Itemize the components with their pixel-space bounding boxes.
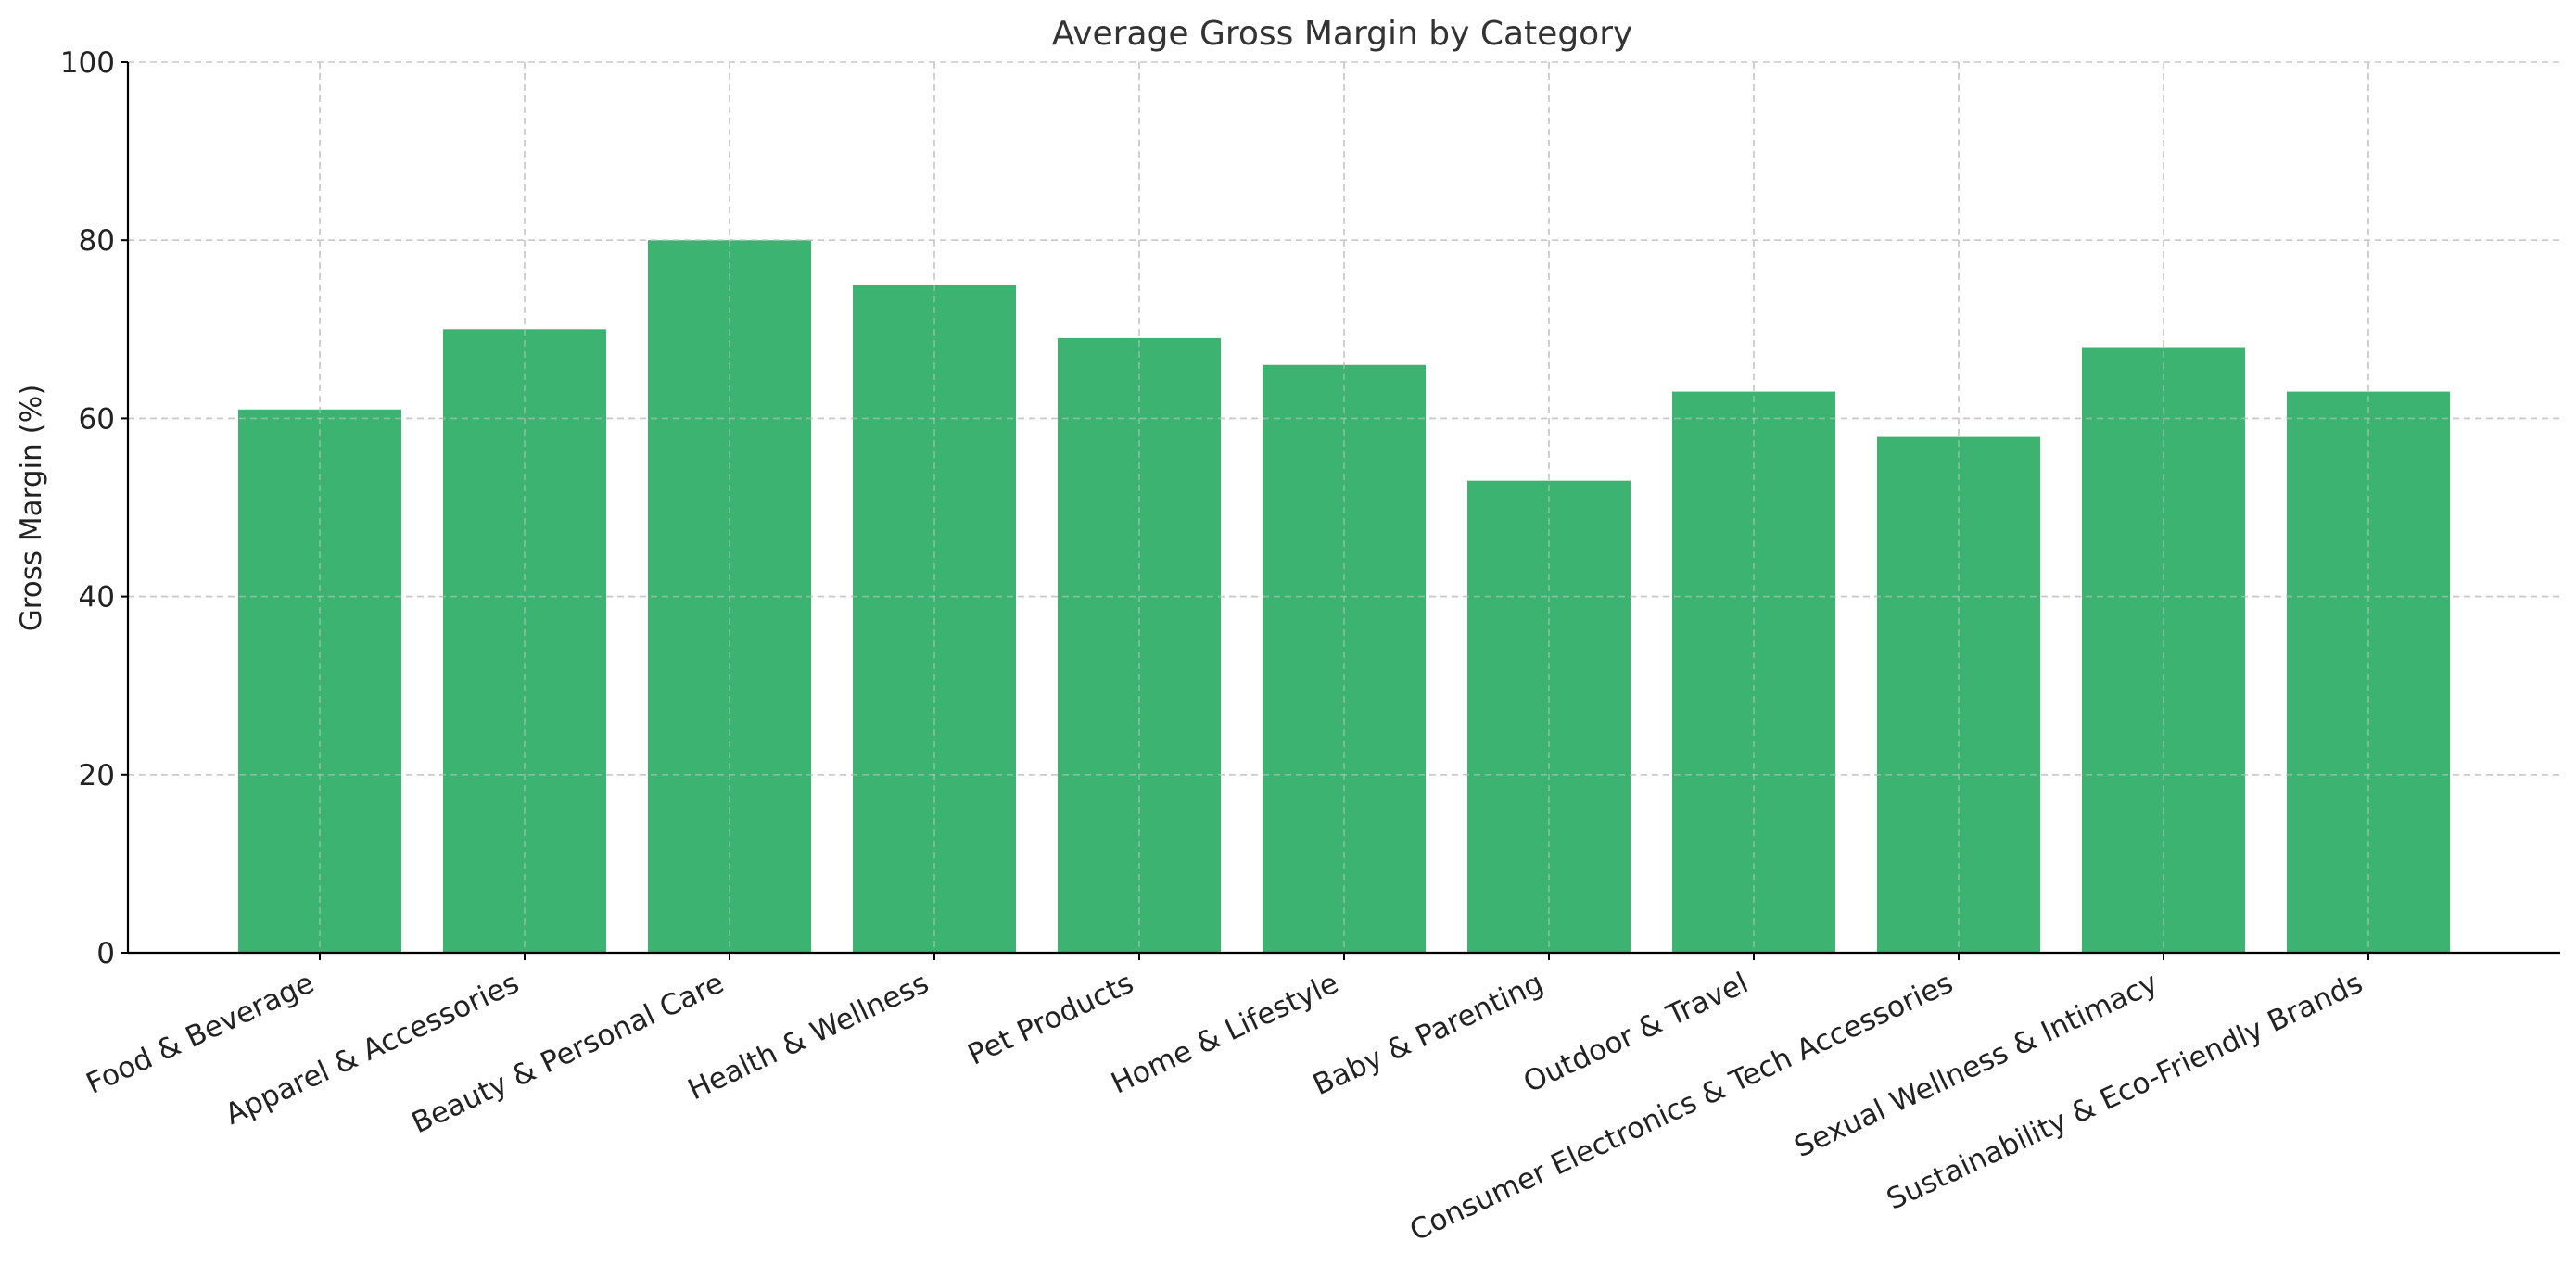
x-tick-label: Home & Lifestyle (1106, 967, 1343, 1101)
y-tick-labels: 0 20 40 60 80 100 (60, 46, 128, 970)
y-tick-label: 20 (79, 759, 115, 792)
chart-title: Average Gross Margin by Category (1052, 15, 1633, 53)
y-tick-label: 0 (96, 937, 115, 970)
y-tick-label: 40 (79, 581, 115, 614)
y-axis-label: Gross Margin (%) (15, 385, 48, 632)
x-tick-label: Pet Products (963, 967, 1139, 1072)
y-tick-label: 100 (60, 46, 115, 80)
bar (2082, 347, 2245, 953)
y-tick-label: 80 (79, 224, 115, 258)
x-tick-label: Baby & Parenting (1308, 967, 1548, 1102)
x-tick-label: Sexual Wellness & Intimacy (1789, 967, 2163, 1164)
bars (128, 62, 2560, 953)
y-tick-label: 60 (79, 402, 115, 436)
